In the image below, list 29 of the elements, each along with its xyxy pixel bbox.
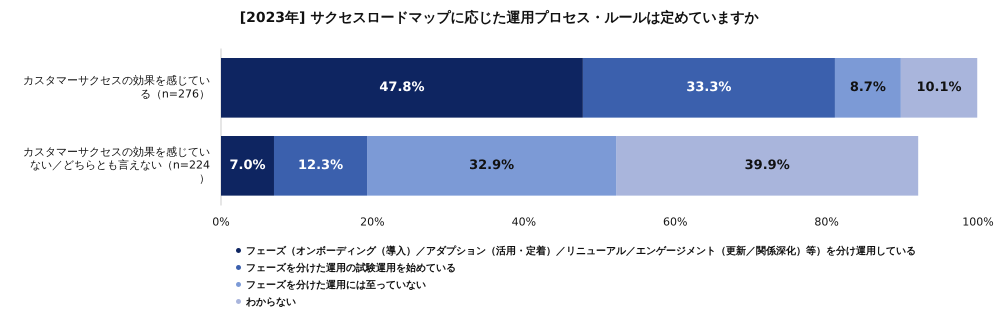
legend-label: フェーズを分けた運用の試験運用を始めている bbox=[246, 262, 456, 274]
data-label: 12.3% bbox=[298, 158, 344, 174]
x-tick-label: 60% bbox=[662, 215, 688, 228]
data-label: 47.8% bbox=[379, 80, 424, 96]
data-label: 33.3% bbox=[686, 80, 732, 96]
bar bbox=[221, 136, 274, 196]
data-label: 39.9% bbox=[744, 158, 790, 174]
bar bbox=[616, 136, 918, 196]
x-tick-label: 80% bbox=[814, 215, 839, 228]
data-label: 7.0% bbox=[229, 158, 266, 174]
bar bbox=[367, 136, 616, 196]
chart-title: [2023年] サクセスロードマップに応じた運用プロセス・ルールは定めていますか bbox=[240, 9, 760, 26]
x-tick-label: 40% bbox=[512, 215, 536, 228]
legend-label: フェーズ（オンボーディング（導入）／アダプション（活用・定着）／リニューアル／エンゲージメント（更新／関係深化）等）を分け運用している bbox=[246, 244, 916, 258]
bar bbox=[274, 136, 368, 196]
data-label: 32.9% bbox=[469, 158, 514, 174]
legend-label: わからない bbox=[246, 296, 296, 308]
x-tick-label: 20% bbox=[360, 215, 385, 228]
x-tick-label: 0% bbox=[212, 215, 230, 228]
y-tick-label: カスタマーサクセスの効果を感じている（n=276） bbox=[23, 74, 210, 100]
y-tick-label: カスタマーサクセスの効果を感じていない／どちらとも言えない（n=224） bbox=[23, 145, 210, 185]
x-tick-label: 100% bbox=[962, 215, 994, 228]
data-label: 10.1% bbox=[916, 80, 962, 96]
bar bbox=[900, 58, 978, 118]
bar bbox=[834, 58, 901, 118]
bar bbox=[221, 58, 583, 118]
legend-label: フェーズを分けた運用には至っていない bbox=[246, 278, 426, 292]
bar bbox=[582, 58, 835, 118]
data-label: 8.7% bbox=[850, 80, 886, 96]
